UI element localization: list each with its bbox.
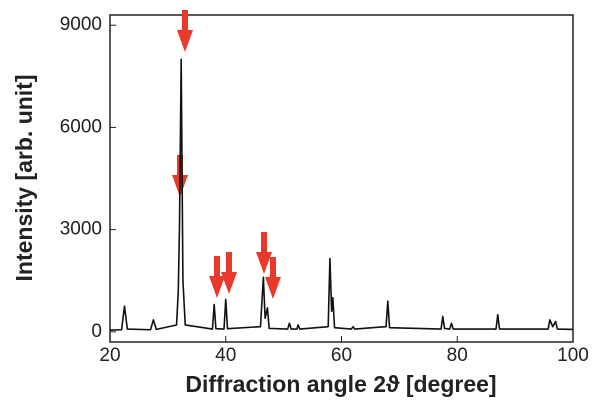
arrow bbox=[265, 257, 281, 299]
y-tick-label: 0 bbox=[91, 321, 102, 342]
arrows bbox=[172, 10, 281, 299]
arrow bbox=[221, 252, 237, 294]
y-tick-label: 9000 bbox=[60, 14, 102, 35]
data-line bbox=[109, 58, 574, 331]
y-axis-label: Intensity [arb. unit] bbox=[11, 75, 37, 282]
x-tick-label: 80 bbox=[447, 345, 468, 366]
x-tick-label: 60 bbox=[331, 345, 352, 366]
arrow bbox=[256, 232, 272, 274]
x-tick-label: 40 bbox=[215, 345, 236, 366]
x-tick-label: 20 bbox=[99, 345, 120, 366]
y-tick-label: 6000 bbox=[60, 116, 102, 137]
x-axis-label: Diffraction angle 2ϑ [degree] bbox=[185, 371, 496, 397]
x-tick-label: 100 bbox=[557, 345, 589, 366]
y-tick-label: 3000 bbox=[60, 219, 102, 240]
arrow bbox=[209, 256, 225, 298]
arrow bbox=[177, 10, 193, 52]
